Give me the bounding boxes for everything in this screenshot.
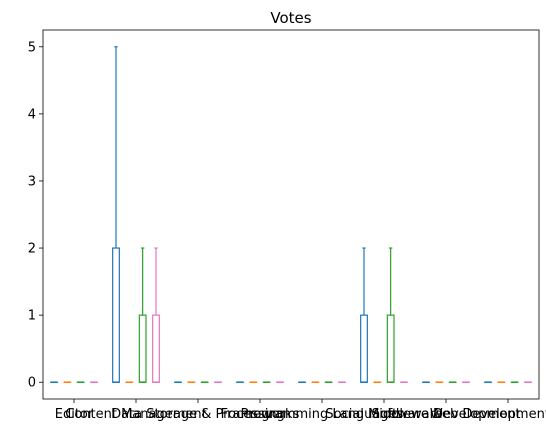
y-tick-label: 5 [28, 40, 36, 55]
plot-area [50, 46, 532, 384]
x-tick-label: Software Development [372, 407, 521, 422]
y-tick-label: 3 [28, 174, 36, 189]
box-glyph [152, 247, 160, 384]
x-tick-label: Frameworks [221, 407, 300, 422]
box-body [112, 247, 120, 383]
y-tick-label: 2 [28, 242, 36, 257]
axes-frame [42, 29, 540, 400]
y-tick-label: 4 [28, 107, 36, 122]
x-tick-label: Editor [55, 407, 94, 422]
box-body [360, 314, 368, 383]
x-tick-label: Data Storage & Processing [111, 407, 285, 422]
y-tick-label: 1 [28, 309, 36, 324]
box-glyph [138, 247, 147, 384]
box-body [152, 314, 160, 383]
box-glyph [386, 247, 395, 384]
box-glyph [360, 247, 368, 384]
x-tick-label: Social Middleware [325, 407, 442, 422]
y-tick-label: 0 [28, 376, 36, 391]
chart-title: Votes [270, 9, 311, 27]
box-glyph [112, 46, 120, 384]
box-body [386, 314, 395, 383]
x-tick-label: Content Management [65, 407, 206, 422]
box-body [138, 314, 147, 383]
x-tick-label: Web Development Tools [430, 407, 546, 422]
y-axis: 0 1 2 3 4 5 [28, 40, 43, 391]
x-tick-label: Programming Languages [241, 407, 404, 422]
